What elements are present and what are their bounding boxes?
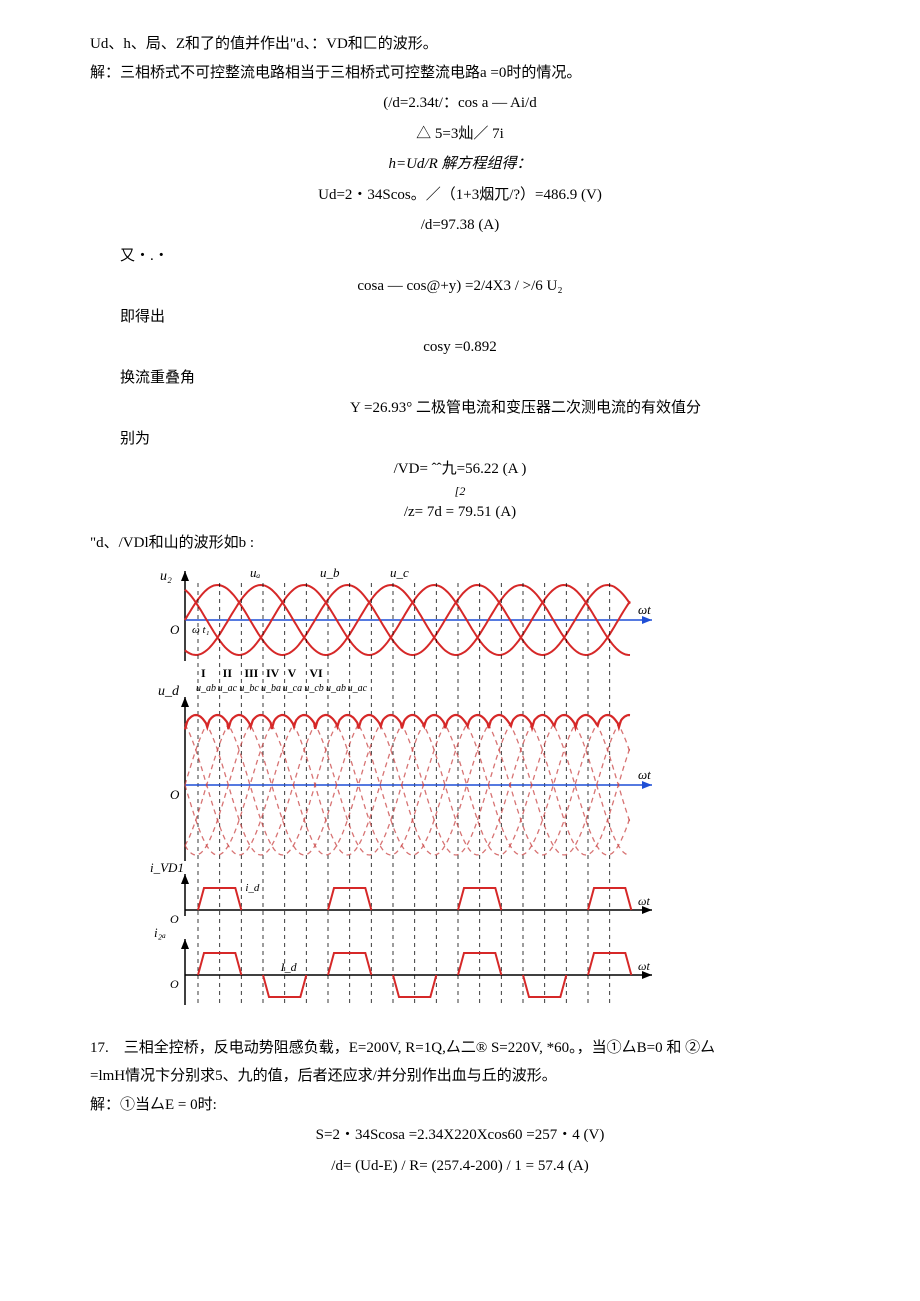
svg-text:III: III bbox=[244, 666, 258, 680]
svg-text:u_ac: u_ac bbox=[348, 683, 368, 694]
svg-text:O: O bbox=[170, 787, 180, 802]
text: 17. 三相全控桥，反电动势阻感负载，E=200V, R=1Q,厶二® S=22… bbox=[90, 1040, 715, 1056]
text: Ud、h、局、Z和了的值并作出"d、：VD和匚的波形。 bbox=[90, 36, 438, 52]
svg-text:II: II bbox=[223, 666, 233, 680]
text: 换流重叠角 bbox=[120, 370, 195, 386]
svg-text:I_d: I_d bbox=[280, 960, 298, 974]
svg-text:i_d: i_d bbox=[245, 882, 260, 894]
svg-text:I: I bbox=[201, 666, 206, 680]
paragraph-line1: Ud、h、局、Z和了的值并作出"d、：VD和匚的波形。 bbox=[90, 30, 830, 59]
equation-8: Y =26.93° 二极管电流和变压器二次测电流的有效值分 bbox=[90, 394, 830, 423]
svg-text:u_c: u_c bbox=[390, 565, 409, 580]
paragraph-sol17: 解：①当厶E = 0时: bbox=[90, 1091, 830, 1120]
paragraph-overlap: 换流重叠角 bbox=[90, 364, 830, 393]
eq: /d=97.38 (A) bbox=[421, 217, 499, 233]
svg-text:u_bc: u_bc bbox=[239, 683, 259, 694]
svg-text:u_ba: u_ba bbox=[261, 683, 281, 694]
svg-text:u_ab: u_ab bbox=[196, 683, 216, 694]
svg-text:V: V bbox=[288, 666, 297, 680]
eq: (/d=2.34t/：cos a — Ai/d bbox=[383, 95, 536, 111]
equation-1: (/d=2.34t/：cos a — Ai/d bbox=[90, 89, 830, 118]
equation-10a: [2 bbox=[90, 486, 830, 497]
equation-12: /d= (Ud-E) / R= (257.4-200) / 1 = 57.4 (… bbox=[90, 1152, 830, 1181]
eq: cosa — cos@+y) =2/4X3 / >/6 U₂ bbox=[357, 278, 562, 294]
svg-text:ωt: ωt bbox=[638, 959, 650, 973]
svg-text:ωt: ωt bbox=[638, 767, 651, 782]
svg-text:VI: VI bbox=[309, 666, 323, 680]
text: 别为 bbox=[120, 431, 150, 447]
svg-text:ω t₁: ω t₁ bbox=[192, 624, 210, 636]
paragraph-derive: 即得出 bbox=[90, 303, 830, 332]
question-17-line1: 17. 三相全控桥，反电动势阻感负载，E=200V, R=1Q,厶二® S=22… bbox=[90, 1034, 830, 1063]
svg-text:u_cb: u_cb bbox=[304, 683, 323, 694]
waveform-figure: u₂Oωtuₐu_bu_cω t₁IIIIIIIVVVIu_abu_acu_bc… bbox=[130, 565, 830, 1026]
eq: △ 5=3灿／ 7i bbox=[416, 126, 504, 142]
svg-text:u_ac: u_ac bbox=[218, 683, 238, 694]
equation-9: /VD= ˆˆ九=56.22 (A ) bbox=[90, 455, 830, 484]
eq: [2 bbox=[455, 484, 466, 498]
eq: cosy =0.892 bbox=[423, 339, 496, 355]
svg-text:u_ca: u_ca bbox=[283, 683, 302, 694]
svg-text:u_ab: u_ab bbox=[326, 683, 346, 694]
question-17-line2: =lmH情况卞分别求5、九的值，后者还应求/并分别作出血与丘的波形。 bbox=[90, 1062, 830, 1091]
eq: /d= (Ud-E) / R= (257.4-200) / 1 = 57.4 (… bbox=[331, 1158, 588, 1174]
equation-5: /d=97.38 (A) bbox=[90, 211, 830, 240]
text: =lmH情况卞分别求5、九的值，后者还应求/并分别作出血与丘的波形。 bbox=[90, 1068, 557, 1084]
svg-text:u₂: u₂ bbox=[160, 569, 172, 584]
svg-text:u_b: u_b bbox=[320, 565, 340, 580]
svg-text:O: O bbox=[170, 977, 179, 991]
eq: /z= 7d = 79.51 (A) bbox=[404, 504, 516, 520]
svg-text:uₐ: uₐ bbox=[250, 565, 261, 580]
equation-4: Ud=2・34Scos。／（1+3烟兀/?）=486.9 (V) bbox=[90, 181, 830, 210]
eq: h=Ud/R 解方程组得： bbox=[388, 156, 531, 172]
equation-7: cosy =0.892 bbox=[90, 333, 830, 362]
svg-text:O: O bbox=[170, 622, 180, 637]
paragraph-respectively: 别为 bbox=[90, 425, 830, 454]
svg-text:i₂ₐ: i₂ₐ bbox=[154, 925, 166, 940]
text: "d、/VDl和山的波形如b : bbox=[90, 535, 254, 551]
equation-6: cosa — cos@+y) =2/4X3 / >/6 U₂ bbox=[90, 272, 830, 301]
paragraph-line2: 解：三相桥式不可控整流电路相当于三相桥式可控整流电路a =0时的情况。 bbox=[90, 59, 830, 88]
text: 即得出 bbox=[120, 309, 165, 325]
text: 又・.・ bbox=[120, 248, 169, 264]
eq: /VD= ˆˆ九=56.22 (A ) bbox=[394, 461, 527, 477]
paragraph-again: 又・.・ bbox=[90, 242, 830, 271]
equation-11: S=2・34Scosa =2.34X220Xcos60 =257・4 (V) bbox=[90, 1121, 830, 1150]
text: 解：①当厶E = 0时: bbox=[90, 1097, 217, 1113]
svg-text:ωt: ωt bbox=[638, 894, 650, 908]
text: 解：三相桥式不可控整流电路相当于三相桥式可控整流电路a =0时的情况。 bbox=[90, 65, 581, 81]
paragraph-waveforms: "d、/VDl和山的波形如b : bbox=[90, 529, 830, 558]
equation-10: /z= 7d = 79.51 (A) bbox=[90, 498, 830, 527]
svg-text:i_VD1: i_VD1 bbox=[150, 860, 184, 875]
svg-text:IV: IV bbox=[266, 666, 280, 680]
eq: S=2・34Scosa =2.34X220Xcos60 =257・4 (V) bbox=[316, 1127, 605, 1143]
svg-text:ωt: ωt bbox=[638, 602, 651, 617]
svg-text:u_d: u_d bbox=[158, 684, 180, 699]
eq: Ud=2・34Scos。／（1+3烟兀/?）=486.9 (V) bbox=[318, 187, 602, 203]
eq: Y =26.93° 二极管电流和变压器二次测电流的有效值分 bbox=[350, 400, 701, 416]
svg-text:O: O bbox=[170, 912, 179, 926]
equation-2: △ 5=3灿／ 7i bbox=[90, 120, 830, 149]
equation-3: h=Ud/R 解方程组得： bbox=[90, 150, 830, 179]
waveform-svg: u₂Oωtuₐu_bu_cω t₁IIIIIIIVVVIu_abu_acu_bc… bbox=[130, 565, 670, 1015]
